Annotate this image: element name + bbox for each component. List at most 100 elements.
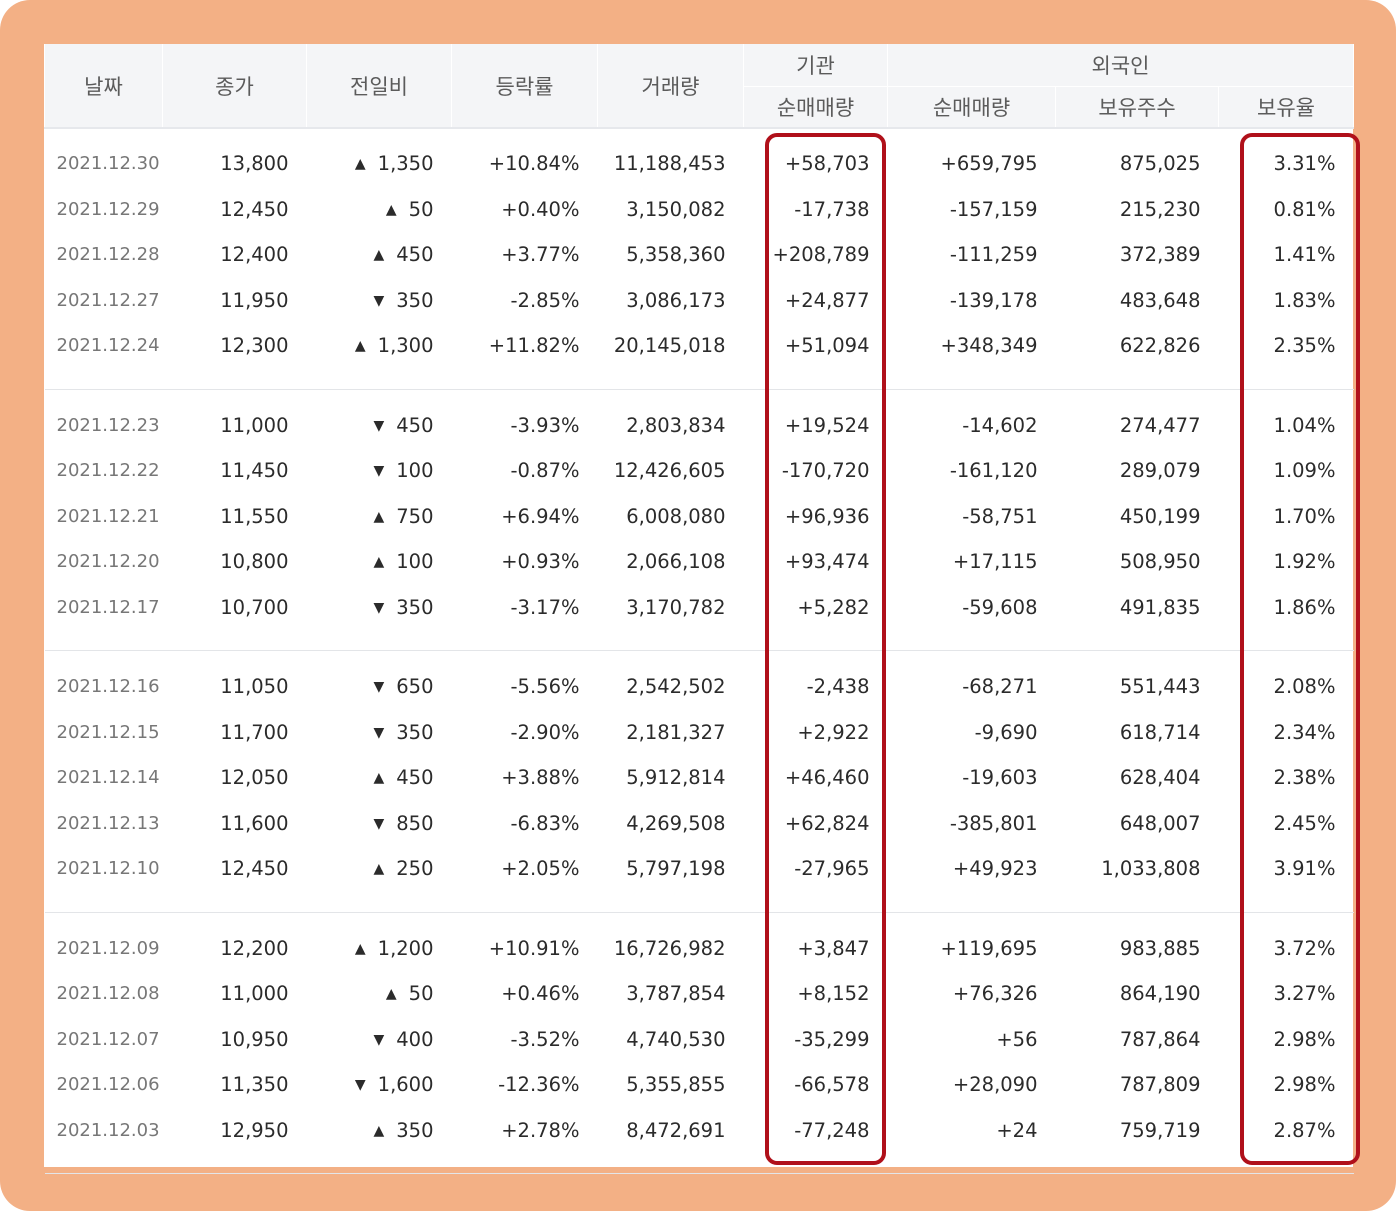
cell-foreign-shares: 289,079 bbox=[1119, 459, 1201, 483]
cell-rate: +10.91% bbox=[488, 936, 580, 960]
cell-foreign-net: -68,271 bbox=[962, 675, 1038, 699]
cell-inst-net: +62,824 bbox=[784, 811, 870, 835]
table-row: 2021.12.24 12,300 ▲ 1,300 +11.82% 20,145,018 +… bbox=[45, 323, 1354, 369]
cell-change: ▼ 650 bbox=[307, 664, 452, 710]
table-row: 2021.12.14 12,050 ▲ 450 +3.88% 5,912,814 +46,4… bbox=[45, 755, 1354, 801]
cell-rate: -6.83% bbox=[510, 811, 580, 835]
change-value: 350 bbox=[396, 288, 434, 312]
table-row: 2021.12.07 10,950 ▼ 400 -3.52% 4,740,530 -35,2… bbox=[45, 1017, 1354, 1063]
cell-change: ▼ 400 bbox=[307, 1017, 452, 1063]
cell-rate: +3.77% bbox=[501, 243, 580, 267]
cell-close: 10,700 bbox=[220, 595, 289, 619]
cell-foreign-shares: 787,864 bbox=[1119, 1027, 1201, 1051]
cell-close: 11,700 bbox=[220, 720, 289, 744]
cell-inst-net: -35,299 bbox=[794, 1027, 870, 1051]
cell-foreign-shares: 491,835 bbox=[1119, 595, 1201, 619]
cell-foreign-shares: 372,389 bbox=[1119, 243, 1201, 267]
cell-change: ▼ 350 bbox=[307, 710, 452, 756]
cell-foreign-net: +659,795 bbox=[940, 152, 1038, 176]
group-separator bbox=[44, 650, 1354, 651]
cell-volume: 20,145,018 bbox=[613, 334, 726, 358]
cell-foreign-net: -59,608 bbox=[962, 595, 1038, 619]
cell-foreign-net: -9,690 bbox=[974, 720, 1038, 744]
change-value: 100 bbox=[396, 459, 434, 483]
cell-foreign-shares: 1,033,808 bbox=[1101, 857, 1201, 881]
change-value: 750 bbox=[396, 504, 434, 528]
separator-cell bbox=[44, 1173, 1354, 1174]
cell-foreign-shares: 787,809 bbox=[1119, 1073, 1201, 1097]
cell-foreign-net: -14,602 bbox=[962, 413, 1038, 437]
change-value: 450 bbox=[396, 413, 434, 437]
triangle-up-icon: ▲ bbox=[385, 201, 397, 218]
cell-change: ▼ 450 bbox=[307, 403, 452, 449]
change-value: 350 bbox=[396, 1118, 434, 1142]
header-close: 종가 bbox=[162, 44, 307, 129]
triangle-up-icon: ▲ bbox=[373, 247, 385, 264]
cell-foreign-net: -385,801 bbox=[949, 811, 1038, 835]
cell-foreign-net: +49,923 bbox=[952, 857, 1038, 881]
cell-foreign-shares: 274,477 bbox=[1119, 413, 1201, 437]
change-value: 50 bbox=[408, 197, 434, 221]
table-row: 2021.12.29 12,450 ▲ 50 +0.40% 3,150,082 -17,73… bbox=[45, 187, 1354, 233]
change-value: 1,200 bbox=[377, 936, 434, 960]
change-value: 250 bbox=[396, 857, 434, 881]
cell-change: ▲ 450 bbox=[307, 232, 452, 278]
table-row: 2021.12.13 11,600 ▼ 850 -6.83% 4,269,508 +62,8… bbox=[45, 801, 1354, 847]
group-separator bbox=[44, 1173, 1354, 1174]
cell-rate: +6.94% bbox=[501, 504, 580, 528]
cell-volume: 3,787,854 bbox=[626, 982, 726, 1006]
table-row: 2021.12.22 11,450 ▼ 100 -0.87% 12,426,605 -170… bbox=[45, 448, 1354, 494]
change-value: 350 bbox=[396, 595, 434, 619]
cell-change: ▲ 50 bbox=[307, 187, 452, 233]
cell-volume: 5,358,360 bbox=[626, 243, 726, 267]
cell-rate: +3.88% bbox=[501, 766, 580, 790]
cell-foreign-net: +76,326 bbox=[952, 982, 1038, 1006]
cell-foreign-ratio: 2.45% bbox=[1273, 811, 1336, 835]
group-bottom-spacer bbox=[45, 630, 1354, 650]
table-row: 2021.12.09 12,200 ▲ 1,200 +10.91% 16,726,982 +… bbox=[45, 926, 1354, 972]
cell-inst-net: -27,965 bbox=[794, 857, 870, 881]
header-institution-group: 기관 bbox=[743, 44, 888, 87]
triangle-down-icon: ▼ bbox=[373, 724, 385, 741]
cell-date: 2021.12.15 bbox=[56, 721, 160, 743]
cell-foreign-shares: 551,443 bbox=[1119, 675, 1201, 699]
cell-foreign-shares: 622,826 bbox=[1119, 334, 1201, 358]
group-bottom-spacer bbox=[45, 892, 1354, 912]
group-top-spacer bbox=[45, 390, 1354, 403]
triangle-up-icon: ▲ bbox=[354, 338, 366, 355]
cell-volume: 3,170,782 bbox=[626, 595, 726, 619]
cell-inst-net: +208,789 bbox=[772, 243, 870, 267]
table-row: 2021.12.08 11,000 ▲ 50 +0.46% 3,787,854 +8,152… bbox=[45, 971, 1354, 1017]
triangle-up-icon: ▲ bbox=[385, 986, 397, 1003]
separator-cell bbox=[44, 911, 1354, 913]
cell-rate: -3.93% bbox=[510, 413, 580, 437]
cell-foreign-ratio: 1.09% bbox=[1273, 459, 1336, 483]
cell-close: 11,350 bbox=[220, 1073, 289, 1097]
cell-date: 2021.12.20 bbox=[56, 551, 160, 573]
triangle-down-icon: ▼ bbox=[373, 463, 385, 480]
change-value: 650 bbox=[396, 675, 434, 699]
triangle-up-icon: ▲ bbox=[373, 861, 385, 878]
change-value: 450 bbox=[396, 766, 434, 790]
spacer-cell bbox=[45, 1153, 1354, 1173]
cell-inst-net: +3,847 bbox=[797, 936, 870, 960]
cell-foreign-net: -139,178 bbox=[949, 288, 1038, 312]
cell-rate: +10.84% bbox=[488, 152, 580, 176]
table-row: 2021.12.28 12,400 ▲ 450 +3.77% 5,358,360 +208,… bbox=[45, 232, 1354, 278]
trading-table-panel: 날짜 종가 전일비 등락률 거래량 기관 외국인 순매매량 순매매량 보유주수 … bbox=[44, 44, 1360, 1174]
table-body: 2021.12.30 13,800 ▲ 1,350 +10.84% 11,188,453 +… bbox=[44, 128, 1354, 1174]
cell-rate: +2.78% bbox=[501, 1118, 580, 1142]
table-row: 2021.12.27 11,950 ▼ 350 -2.85% 3,086,173 +24,8… bbox=[45, 278, 1354, 324]
cell-close: 11,950 bbox=[220, 288, 289, 312]
cell-close: 11,600 bbox=[220, 811, 289, 835]
spacer-cell bbox=[45, 892, 1354, 912]
group-separator bbox=[44, 911, 1354, 913]
cell-change: ▼ 850 bbox=[307, 801, 452, 847]
cell-foreign-ratio: 2.35% bbox=[1273, 334, 1336, 358]
cell-change: ▲ 350 bbox=[307, 1108, 452, 1154]
triangle-down-icon: ▼ bbox=[373, 1031, 385, 1048]
cell-foreign-ratio: 2.98% bbox=[1273, 1027, 1336, 1051]
change-value: 450 bbox=[396, 243, 434, 267]
cell-close: 11,550 bbox=[220, 504, 289, 528]
cell-foreign-ratio: 2.34% bbox=[1273, 720, 1336, 744]
